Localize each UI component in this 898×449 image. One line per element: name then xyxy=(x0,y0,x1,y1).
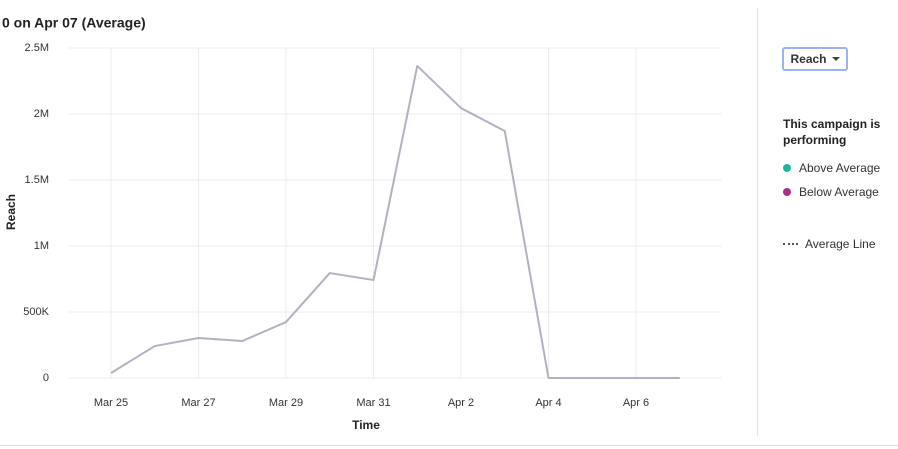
legend-label: Below Average xyxy=(799,185,879,199)
x-tick-label: Mar 27 xyxy=(181,397,215,409)
x-tick-label: Mar 31 xyxy=(356,397,390,409)
bottom-border xyxy=(0,445,898,446)
chart: 0 on Apr 07 (Average) Reach Time 0 500K 1M… xyxy=(2,15,722,432)
reach-line xyxy=(110,64,680,379)
legend-dot xyxy=(783,188,791,196)
x-tick-label: Mar 29 xyxy=(269,397,303,409)
x-tick-label: Apr 2 xyxy=(448,397,474,409)
x-tick-label: Mar 25 xyxy=(94,397,128,409)
legend-item: Above Average xyxy=(783,161,880,175)
side-panel: Reach This campaign is performing Averag… xyxy=(757,8,898,436)
y-tick-label: 500K xyxy=(23,306,49,318)
x-axis-label: Time xyxy=(352,418,380,432)
average-line-legend: Average Line xyxy=(783,237,876,251)
dotted-swatch xyxy=(783,243,798,245)
button-label: Reach xyxy=(790,52,827,66)
legend-dot xyxy=(783,164,791,172)
legend-item: Below Average xyxy=(783,185,879,199)
legend-label: Above Average xyxy=(799,161,881,175)
y-tick-label: 1.5M xyxy=(25,174,49,186)
dropdown-arrow xyxy=(831,57,840,61)
legend-label: Average Line xyxy=(805,237,876,251)
y-tick-label: 2M xyxy=(34,108,49,120)
metric-button[interactable]: Reach xyxy=(782,47,848,71)
y-tick-label: 2.5M xyxy=(25,42,49,54)
y-tick-label: 1M xyxy=(34,240,49,252)
legend-title: This campaign is performing xyxy=(783,117,881,147)
y-axis-label: Reach xyxy=(4,194,18,230)
x-tick-label: Apr 6 xyxy=(623,397,649,409)
chart-title: 0 on Apr 07 (Average) xyxy=(2,15,146,31)
y-tick-label: 0 xyxy=(43,372,49,384)
x-tick-label: Apr 4 xyxy=(535,397,561,409)
